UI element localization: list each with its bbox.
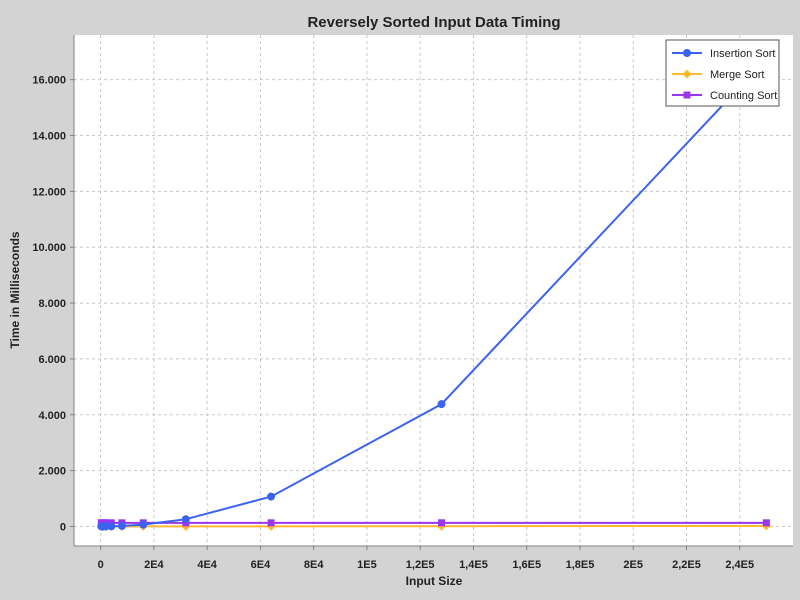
legend-label: Merge Sort [710, 69, 764, 81]
y-tick-label: 16.000 [32, 75, 66, 87]
legend-item: Merge Sort [672, 69, 764, 81]
data-point [181, 515, 190, 524]
chart-title: Reversely Sorted Input Data Timing [307, 14, 560, 31]
legend-label: Insertion Sort [710, 48, 775, 60]
series-layer [96, 54, 771, 531]
data-point [139, 520, 148, 529]
series-line [101, 524, 767, 528]
data-point [437, 519, 445, 527]
y-tick-label: 2.000 [38, 466, 66, 478]
legend-marker [682, 69, 692, 79]
plot-area [74, 35, 793, 546]
y-tick-label: 0 [60, 521, 66, 533]
data-point [117, 521, 126, 530]
y-tick-label: 6.000 [38, 354, 66, 366]
data-point [267, 519, 275, 527]
legend-item: Counting Sort [672, 90, 777, 102]
y-axis-title: Time in Milliseconds [8, 231, 22, 348]
x-tick-label: 8E4 [304, 559, 324, 571]
x-axis-title: Input Size [406, 574, 463, 588]
grid [74, 35, 793, 546]
x-tick-label: 0 [98, 559, 104, 571]
x-tick-label: 1E5 [357, 559, 377, 571]
y-tick-label: 10.000 [32, 242, 66, 254]
data-point [107, 522, 116, 531]
legend-item: Insertion Sort [672, 48, 775, 60]
x-tick-label: 1,4E5 [459, 559, 488, 571]
x-tick-label: 1,2E5 [406, 559, 435, 571]
y-tick-label: 14.000 [32, 131, 66, 143]
x-tick-label: 1,6E5 [512, 559, 541, 571]
x-tick-label: 1,8E5 [566, 559, 595, 571]
data-point [762, 519, 770, 527]
y-tick-label: 4.000 [38, 410, 66, 422]
legend-marker [683, 49, 691, 57]
x-tick-label: 2E4 [144, 559, 164, 571]
y-tick-label: 12.000 [32, 186, 66, 198]
legend: Insertion Sort Merge Sort Counting Sort [665, 39, 780, 107]
x-tick-label: 4E4 [197, 559, 217, 571]
legend-marker [683, 91, 691, 99]
y-tick-label: 8.000 [38, 298, 66, 310]
x-tick-label: 2E5 [623, 559, 643, 571]
axes: 0 2E4 4E4 6E4 8E4 1E5 1,2E5 1,4E5 1,6E5 1,8E5 2E5 2… [32, 35, 793, 571]
x-tick-label: 2,4E5 [725, 559, 754, 571]
x-tick-label: 2,2E5 [672, 559, 701, 571]
data-point [437, 400, 446, 409]
legend-label: Counting Sort [710, 90, 777, 102]
x-tick-label: 6E4 [251, 559, 271, 571]
data-point [267, 492, 276, 501]
